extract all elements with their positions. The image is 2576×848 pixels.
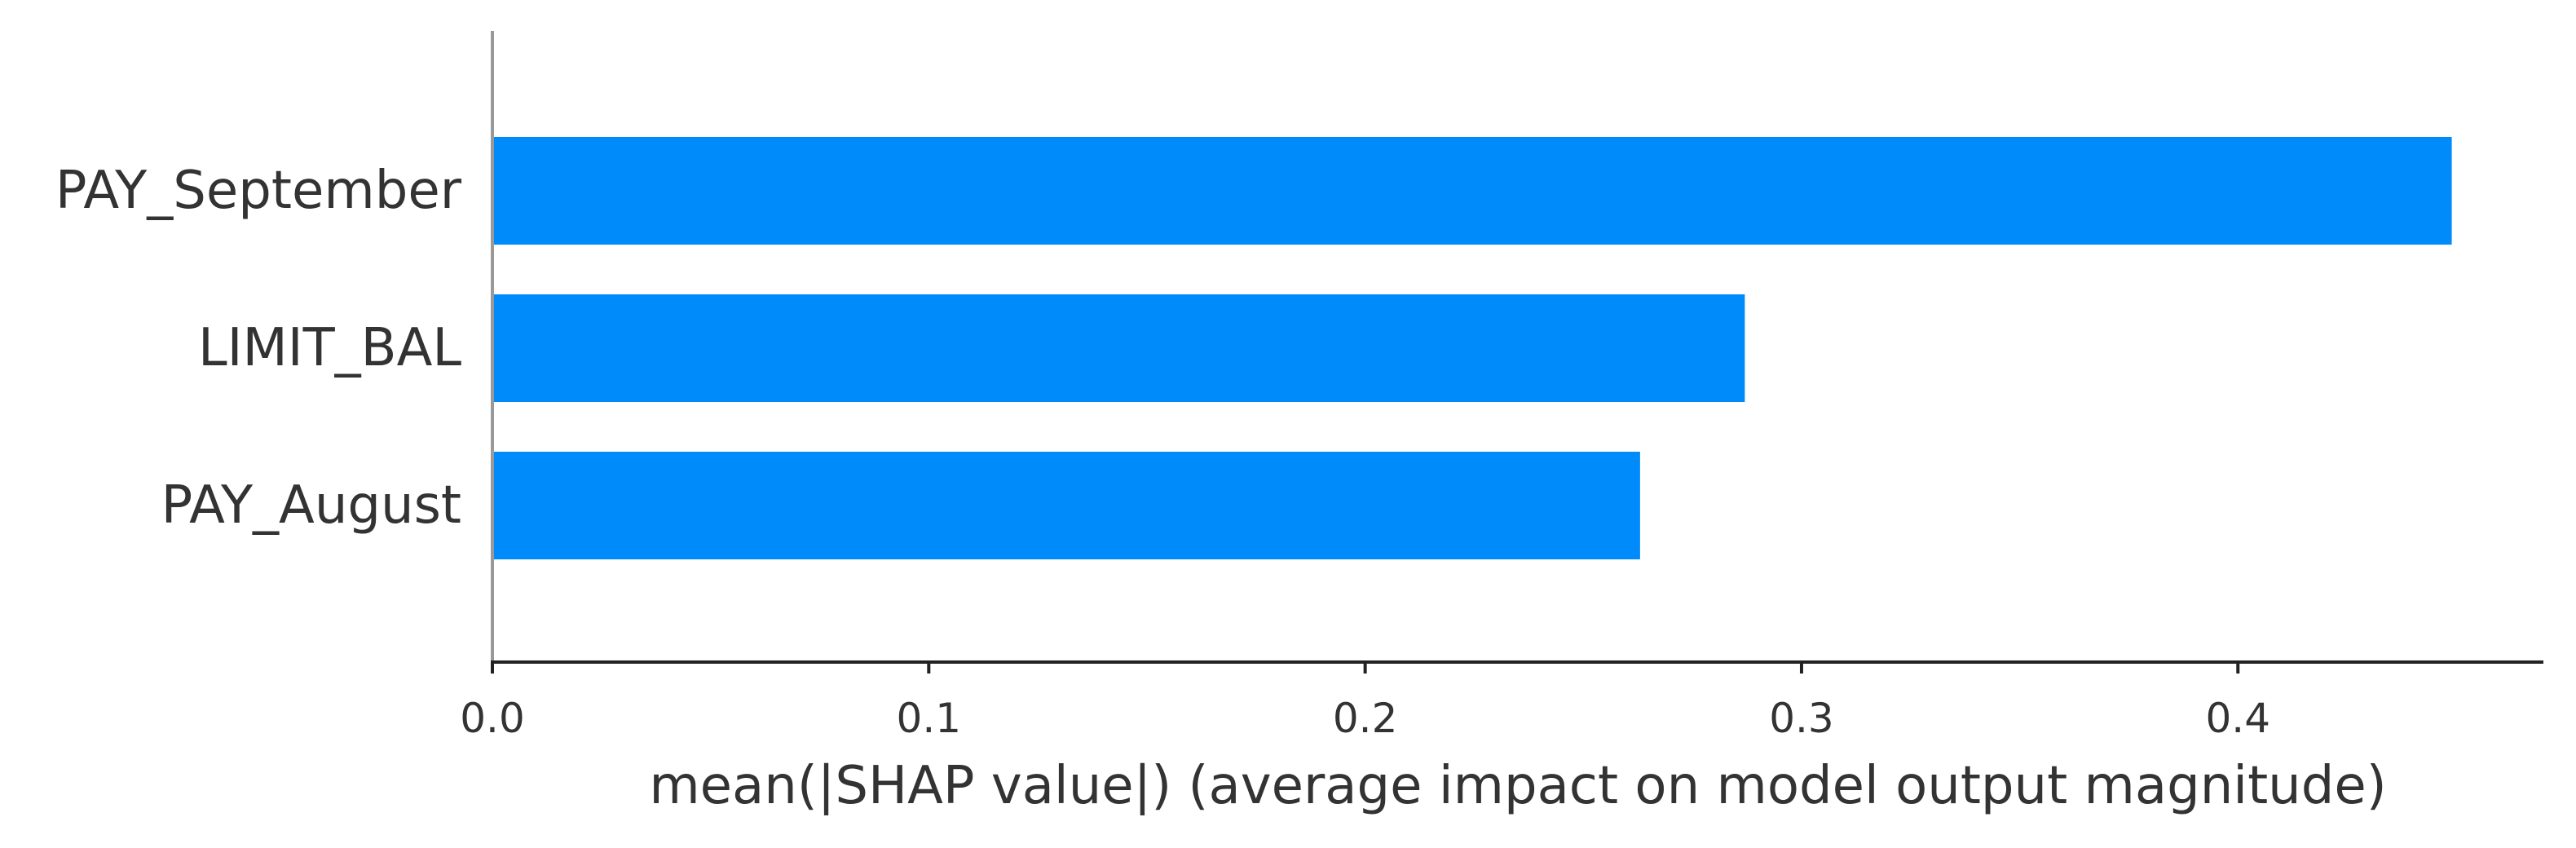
bar-pay-september bbox=[492, 137, 2452, 245]
x-tick-label: 0.0 bbox=[460, 695, 525, 742]
bars-layer bbox=[492, 137, 2452, 559]
y-tick-label: PAY_August bbox=[161, 475, 461, 536]
x-axis-title: mean(|SHAP value|) (average impact on mo… bbox=[649, 756, 2386, 816]
x-tick-label: 0.1 bbox=[897, 695, 962, 742]
x-tick-label: 0.3 bbox=[1769, 695, 1834, 742]
x-ticks: 0.0 0.1 0.2 0.3 0.4 bbox=[460, 662, 2270, 742]
y-tick-label: PAY_September bbox=[55, 161, 462, 221]
y-tick-labels: PAY_September LIMIT_BAL PAY_August bbox=[55, 161, 462, 536]
x-tick-label: 0.4 bbox=[2206, 695, 2271, 742]
y-tick-label: LIMIT_BAL bbox=[198, 318, 461, 378]
bar-pay-august bbox=[492, 452, 1640, 559]
bar-limit-bal bbox=[492, 294, 1745, 402]
x-tick-label: 0.2 bbox=[1333, 695, 1398, 742]
